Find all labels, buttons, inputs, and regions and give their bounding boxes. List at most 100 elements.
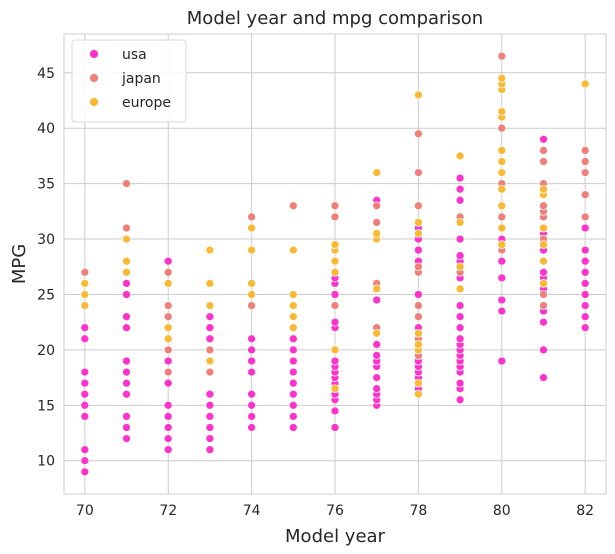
data-point: [580, 312, 590, 322]
data-point: [414, 389, 423, 399]
data-point: [205, 423, 215, 432]
tick-labels: 70 72 74 76 78 80 82 10 15 20 25 30 35 40 45: [37, 66, 594, 519]
data-point: [539, 146, 548, 155]
data-point: [247, 345, 256, 355]
data-point: [163, 412, 173, 421]
data-point: [455, 184, 465, 194]
data-point: [414, 201, 423, 211]
data-point: [205, 245, 215, 255]
data-point: [539, 240, 548, 249]
data-point: [330, 345, 340, 355]
data-point: [122, 290, 131, 299]
data-point: [455, 195, 465, 205]
data-point: [122, 434, 131, 443]
data-point: [455, 262, 465, 272]
data-point: [497, 123, 507, 133]
data-point: [414, 245, 423, 255]
data-point: [455, 301, 465, 310]
data-point: [497, 306, 507, 316]
data-point: [288, 367, 298, 377]
data-point: [414, 290, 423, 299]
x-tick-label: 76: [326, 503, 344, 519]
data-point: [455, 378, 465, 388]
data-point: [122, 223, 131, 233]
data-point: [247, 367, 256, 377]
data-point: [539, 134, 548, 144]
data-point: [205, 345, 215, 355]
data-point: [247, 412, 256, 421]
data-point: [455, 151, 465, 161]
data-point: [455, 395, 465, 405]
data-point: [288, 356, 298, 366]
data-point: [122, 356, 131, 366]
data-point: [497, 256, 507, 266]
data-point: [497, 356, 507, 366]
data-point: [497, 51, 507, 61]
data-point: [330, 356, 340, 366]
data-point: [372, 229, 382, 238]
data-point: [205, 312, 215, 322]
data-point: [539, 223, 548, 233]
data-point: [122, 234, 131, 244]
data-point: [580, 212, 590, 222]
data-point: [455, 334, 465, 344]
data-point: [288, 312, 298, 322]
data-point: [288, 389, 298, 399]
data-point: [205, 356, 215, 366]
data-point: [539, 345, 548, 355]
data-point: [122, 412, 131, 421]
data-point: [163, 279, 173, 288]
data-point: [80, 290, 90, 299]
data-point: [497, 212, 507, 222]
data-point: [80, 400, 90, 410]
data-point: [330, 256, 340, 266]
data-point: [163, 356, 173, 366]
data-point: [580, 290, 590, 299]
data-point: [330, 240, 340, 249]
data-point: [580, 245, 590, 255]
data-point: [372, 295, 382, 305]
data-point: [497, 295, 507, 305]
data-point: [414, 168, 423, 177]
data-point: [539, 201, 548, 211]
data-point: [497, 223, 507, 233]
data-point: [497, 240, 507, 249]
data-point: [247, 389, 256, 399]
data-point: [330, 201, 340, 211]
data-point: [580, 301, 590, 310]
data-point: [330, 267, 340, 277]
data-point: [414, 129, 423, 139]
data-point: [414, 229, 423, 238]
data-point: [205, 301, 215, 310]
data-point: [247, 279, 256, 288]
data-point: [80, 378, 90, 388]
data-point: [455, 284, 465, 294]
data-point: [163, 312, 173, 322]
y-tick-label: 30: [37, 232, 55, 248]
series-europe: [80, 73, 590, 399]
data-point: [414, 301, 423, 310]
legend-label: japan: [121, 71, 161, 87]
data-point: [455, 218, 465, 227]
data-point: [163, 445, 173, 455]
data-point: [163, 434, 173, 443]
data-point: [205, 445, 215, 455]
data-point: [497, 73, 507, 83]
data-point: [80, 267, 90, 277]
y-axis-label: MPG: [9, 244, 30, 284]
data-point: [372, 340, 382, 349]
data-point: [288, 201, 298, 211]
data-point: [163, 345, 173, 355]
y-tick-label: 20: [37, 343, 55, 359]
data-point: [580, 79, 590, 89]
data-point: [580, 157, 590, 166]
data-point: [497, 201, 507, 211]
legend-marker: [89, 49, 99, 59]
data-point: [414, 340, 423, 349]
data-point: [122, 367, 131, 377]
data-point: [372, 168, 382, 177]
data-point: [414, 328, 423, 338]
x-tick-label: 82: [576, 503, 594, 519]
data-point: [80, 467, 90, 477]
data-point: [330, 384, 340, 394]
